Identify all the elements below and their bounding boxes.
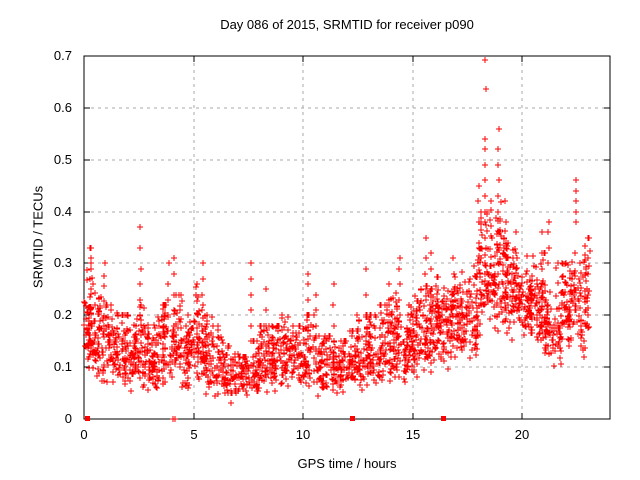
x-tick-label: 10 <box>295 427 311 442</box>
y-tick-label: 0.3 <box>53 255 72 270</box>
chart-title: Day 086 of 2015, SRMTID for receiver p09… <box>220 17 474 32</box>
y-tick-label: 0.1 <box>53 359 72 374</box>
y-tick-label: 0.4 <box>53 204 72 219</box>
x-tick-label: 5 <box>190 427 198 442</box>
y-tick-label: 0.6 <box>53 100 72 115</box>
grid-lines <box>84 56 610 419</box>
y-tick-label: 0.2 <box>53 307 72 322</box>
scatter-square-marker <box>441 416 446 421</box>
scatter-square-marker <box>350 416 355 421</box>
axes-frame <box>83 55 611 420</box>
x-axis-label: GPS time / hours <box>297 456 397 471</box>
y-tick-label: 0 <box>64 411 72 426</box>
x-tick-label: 15 <box>405 427 421 442</box>
scatter-plus-markers <box>81 57 593 422</box>
scatter-square-marker <box>85 416 90 421</box>
y-tick-label: 0.5 <box>53 152 72 167</box>
x-tick-label: 0 <box>80 427 88 442</box>
x-tick-label: 20 <box>514 427 530 442</box>
y-tick-label: 0.7 <box>53 48 72 63</box>
